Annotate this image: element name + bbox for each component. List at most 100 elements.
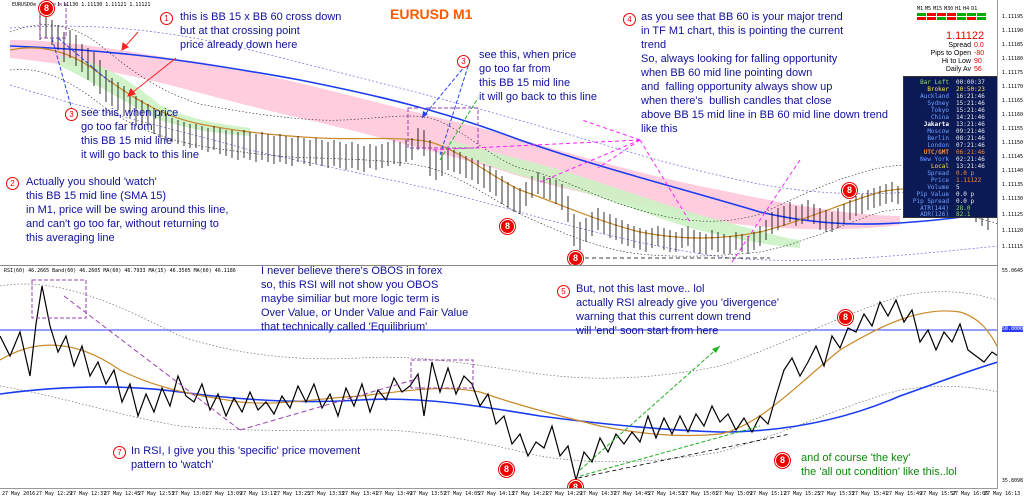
mid-highlight-box: [407, 107, 479, 149]
time-tick: 27 May 14:29: [546, 491, 583, 497]
panel-label: Broker: [927, 86, 949, 93]
tf-m15[interactable]: M15: [933, 6, 943, 12]
panel-row: Bar Left 00:00:37: [906, 79, 997, 86]
panel-label: Volume: [927, 184, 949, 191]
panel-label: Auckland: [920, 93, 949, 100]
panel-value: 14:21:46: [956, 114, 985, 121]
panel-value: 13:21:46: [956, 121, 985, 128]
time-tick: 27 May 15:57: [920, 491, 957, 497]
panel-value: 0.0 p: [956, 170, 975, 177]
tf-h4[interactable]: H4: [963, 6, 970, 12]
tf-m30[interactable]: M30: [944, 6, 954, 12]
time-tick: 27 May 13:01: [172, 491, 209, 497]
price-tick: 1.11165: [1001, 98, 1023, 104]
panel-value: 15:21:46: [956, 107, 985, 114]
panel-value: 09:21:46: [956, 128, 985, 135]
rsi-upper-band: [0, 283, 998, 379]
panel-label: Pip Spread: [912, 198, 949, 205]
note-1: this is BB 15 x BB 60 cross down but at …: [180, 11, 342, 51]
bb60-lower-band: [9, 84, 998, 261]
panel-row: London 07:21:46: [906, 142, 997, 149]
panel-label: Berlin: [927, 135, 949, 142]
info-label: Hi to Low: [941, 58, 971, 65]
rsi-ma15-line: [0, 310, 998, 437]
rsi-header: RSI(60) 46.2665 Band(60) 46.2605 MA(60) …: [4, 268, 236, 274]
note-7: In RSI, I give you this 'specific' price…: [131, 445, 361, 471]
price-tick: 1.11130: [1001, 196, 1023, 202]
time-axis: 27 May 2016 27 May 12:29 27 May 12:37 27…: [0, 488, 1020, 502]
divergence-line: [577, 433, 791, 479]
symbol-name: EURUSD0e: [12, 2, 37, 8]
panel-value: 0.0 p: [956, 198, 975, 205]
price-chart-pane[interactable]: EURUSD0e 1.11130 1.11130 1.11121 1.11121…: [0, 0, 998, 266]
rsi-8-top-right: 8: [838, 310, 853, 325]
price-tick: 1.11195: [1001, 14, 1023, 20]
panel-label: Bar Left: [920, 79, 949, 86]
tf-d1[interactable]: D1: [971, 6, 978, 12]
tf-m1[interactable]: M1: [917, 6, 924, 12]
price-tick: 1.11190: [1001, 28, 1023, 34]
panel-label: Local: [930, 163, 949, 170]
time-tick: 27 May 13:17: [240, 491, 277, 497]
marker-7: 7: [113, 446, 126, 459]
panel-value: 02:21:46: [956, 156, 985, 163]
marker-2: 2: [6, 177, 19, 190]
rsi-8-key: 8: [775, 453, 790, 468]
panel-value: 0.0 p: [956, 191, 975, 198]
time-tick: 27 May 13:41: [342, 491, 379, 497]
bb-cloud-green: [60, 56, 800, 248]
note-3a: see this, when price go too far from thi…: [81, 107, 199, 161]
price-tick: 1.11120: [1001, 228, 1023, 234]
panel-row: Moscow 09:21:46: [906, 128, 997, 135]
signal-8-right: 8: [842, 183, 857, 198]
panel-row: Spread 0.0 p: [906, 170, 997, 177]
info-row-spread: Spread 0.0: [905, 42, 997, 50]
price-tick: 1.11175: [1001, 70, 1023, 76]
panel-row: ADR(126) 82.1: [906, 211, 997, 218]
panel-value: 1.11122: [956, 177, 982, 184]
panel-row: Volume 5: [906, 184, 997, 191]
purple-arrows: [63, 295, 421, 431]
info-row-hilo: Hi to Low 90: [905, 58, 997, 66]
tf-h1[interactable]: H1: [955, 6, 962, 12]
signal-8-top-left: 8: [39, 1, 54, 16]
note-3b: see this, when price go too far from thi…: [479, 49, 597, 103]
info-value: 0.0: [974, 42, 984, 49]
panel-value: 08:21:46: [956, 135, 985, 142]
marker-4: 4: [623, 13, 636, 26]
price-tick: 1.11170: [1001, 84, 1023, 90]
price-tick: 1.11160: [1001, 112, 1023, 118]
info-row-pips: Pips to Open -80: [905, 50, 997, 58]
price-chart: [9, 3, 998, 265]
rsi-top-box: [31, 279, 87, 319]
time-tick: 27 May 14:21: [512, 491, 549, 497]
tf-m5[interactable]: M5: [925, 6, 932, 12]
time-tick: 27 May 15:33: [818, 491, 855, 497]
panel-label: Tokyo: [930, 107, 949, 114]
panel-row: Broker 20:50:23: [906, 86, 997, 93]
time-tick: 27 May 2016: [2, 491, 36, 497]
info-row-daily: Daily Av 56: [905, 66, 997, 74]
panel-row: UTC/GMT 06:21:46: [906, 149, 997, 156]
info-label: Pips to Open: [930, 50, 971, 57]
panel-label: Pip Value: [916, 191, 949, 198]
price-tick: 1.11180: [1001, 56, 1023, 62]
panel-value: 28.0: [956, 205, 971, 212]
bb15-lower-band: [9, 69, 998, 257]
panel-label: China: [930, 114, 949, 121]
panel-row: Price 1.11122: [906, 177, 997, 184]
bb-cloud-pink: [10, 40, 900, 230]
info-label: Daily Av: [945, 66, 971, 73]
current-price: 1.11122: [946, 30, 985, 42]
time-tick: 27 May 13:09: [206, 491, 243, 497]
timeframe-labels: M1 M5 M15 M30 H1 H4 D1: [917, 6, 995, 12]
panel-value: 13:21:46: [956, 163, 985, 170]
panel-value: 15:21:46: [956, 100, 985, 107]
time-tick: 27 May 14:05: [444, 491, 481, 497]
time-tick: 27 May 14:45: [614, 491, 651, 497]
panel-label: Sydney: [927, 100, 949, 107]
chart-title: EURUSD M1: [390, 6, 473, 22]
rsi-pane[interactable]: RSI(60) 46.2665 Band(60) 46.2605 MA(60) …: [0, 266, 998, 488]
note-5: But, not this last move.. lol actually R…: [576, 283, 779, 337]
time-tick: 27 May 12:37: [70, 491, 107, 497]
